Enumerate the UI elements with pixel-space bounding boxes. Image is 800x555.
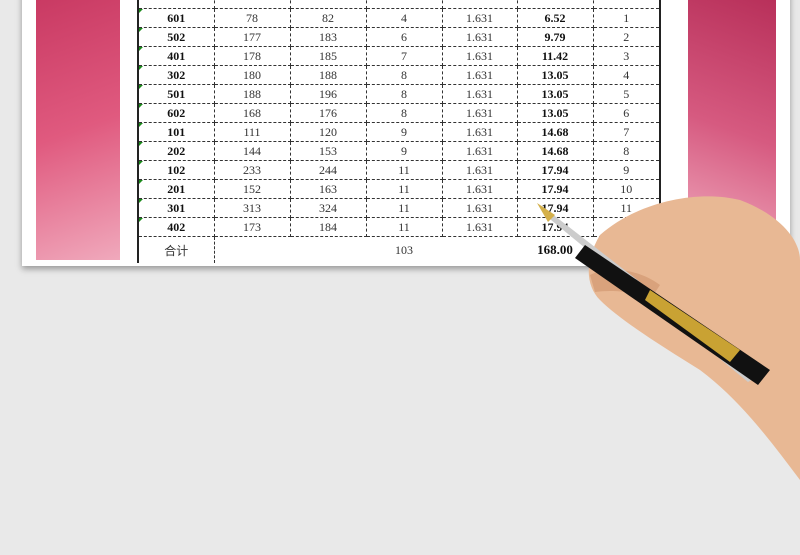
cell-amount[interactable]: 13.05 [516, 84, 594, 104]
table-row: 602 168 176 8 1.631 13.05 6 [137, 103, 661, 123]
cell-room[interactable]: 501 [137, 84, 215, 104]
cell-room[interactable]: 102 [137, 160, 215, 180]
cell-curr[interactable]: 184 [289, 217, 367, 237]
cell-room[interactable]: 602 [137, 103, 215, 123]
cell-price[interactable]: 1.631 [441, 217, 518, 237]
cell-prev[interactable]: 78 [213, 8, 291, 28]
cell-amount[interactable]: 13.05 [516, 65, 594, 85]
cell-usage[interactable]: 11 [365, 217, 443, 237]
total-usage: 103 [366, 236, 442, 263]
cell-price[interactable]: 1.631 [441, 8, 518, 28]
cell-prev[interactable]: 152 [213, 179, 291, 199]
cell-prev[interactable]: 188 [213, 84, 291, 104]
cell-prev[interactable]: 178 [213, 46, 291, 66]
total-label: 合计 [138, 236, 215, 263]
cell-curr[interactable]: 244 [289, 160, 367, 180]
cell-amount[interactable]: 9.79 [516, 27, 594, 47]
cell-price[interactable]: 1.631 [441, 141, 518, 161]
cell-price[interactable]: 1.631 [441, 122, 518, 142]
table-row: 301 313 324 11 1.631 17.94 11 [137, 198, 661, 218]
cell-room[interactable]: 301 [137, 198, 215, 218]
cell-price[interactable]: 1.631 [441, 27, 518, 47]
cell-prev[interactable]: 168 [213, 103, 291, 123]
table-row: 502 177 183 6 1.631 9.79 2 [137, 27, 661, 47]
table-row: 202 144 153 9 1.631 14.68 8 [137, 141, 661, 161]
cell-price[interactable]: 1.631 [441, 46, 518, 66]
cell-curr[interactable]: 183 [289, 27, 367, 47]
cell-prev[interactable]: 233 [213, 160, 291, 180]
left-decor-panel [36, 0, 120, 260]
cell-room[interactable]: 502 [137, 27, 215, 47]
cell-amount[interactable]: 14.68 [516, 141, 594, 161]
cell-prev[interactable]: 173 [213, 217, 291, 237]
table-row: 501 188 196 8 1.631 13.05 5 [137, 84, 661, 104]
cell-room[interactable]: 402 [137, 217, 215, 237]
